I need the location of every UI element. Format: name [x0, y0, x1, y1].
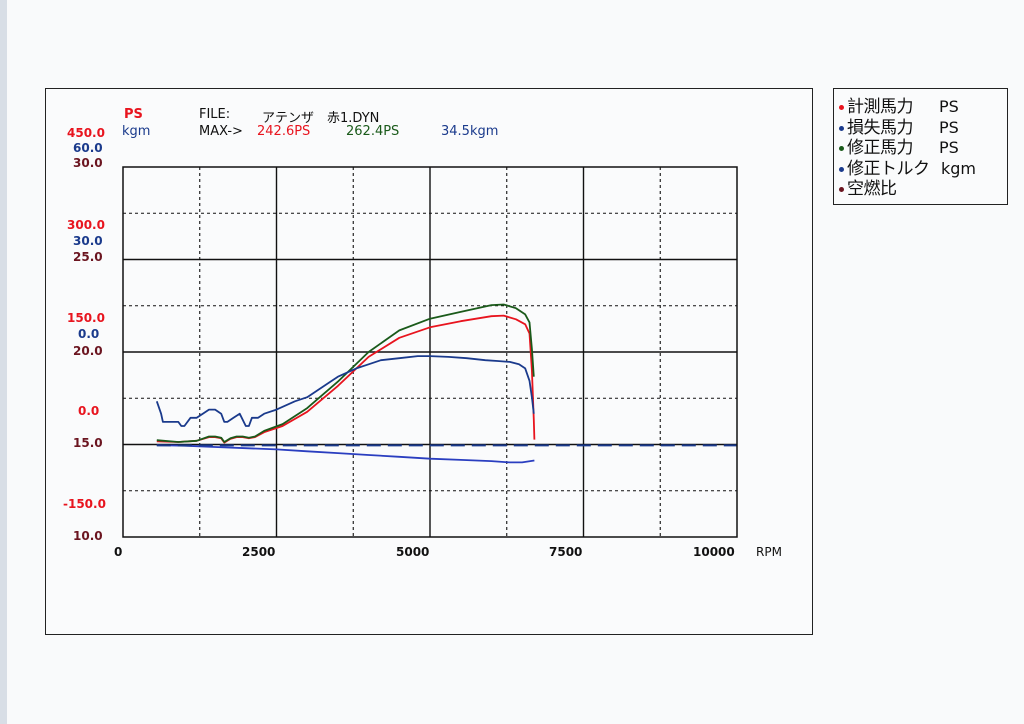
file-name: アテンザ 赤1.DYN	[262, 111, 380, 126]
x-tick-label: 10000	[693, 545, 735, 559]
max-corrected-ps: 262.4PS	[346, 124, 400, 139]
ps-tick-label: 450.0	[67, 126, 105, 140]
ps-tick-label: 300.0	[67, 218, 105, 232]
legend-item-measured-power: 計測馬力 PS	[834, 97, 1007, 117]
x-tick-label: 5000	[396, 545, 430, 559]
legend-unit: PS	[939, 118, 959, 137]
x-axis-label: RPM	[756, 545, 782, 559]
loss-power-line	[156, 444, 535, 464]
legend-dot	[839, 187, 844, 192]
legend-label: 修正馬力	[847, 138, 914, 158]
measured-power-line	[156, 314, 536, 444]
legend-dot	[839, 146, 844, 151]
legend-label: 損失馬力	[847, 118, 914, 138]
max-measured-ps: 242.6PS	[257, 124, 311, 139]
legend-label: 修正トルク	[847, 159, 930, 179]
kgm-tick-label: 60.0	[73, 141, 103, 155]
ps-tick-label: 0.0	[78, 404, 100, 418]
kgm-tick-label: 30.0	[73, 234, 103, 248]
legend-dot	[839, 126, 844, 131]
plot-border	[122, 166, 738, 538]
x-tick-label: 7500	[549, 545, 583, 559]
legend-item-corrected-torque: 修正トルク kgm	[834, 159, 1007, 179]
legend-label: 計測馬力	[847, 97, 914, 117]
legend-unit: PS	[939, 97, 959, 116]
kgm-tick-label: 0.0	[78, 327, 100, 341]
afr-tick-label: 20.0	[73, 344, 103, 358]
afr-tick-label: 15.0	[73, 436, 103, 450]
ps-tick-label: 150.0	[67, 311, 105, 325]
grid	[123, 167, 737, 537]
x-tick-label: 2500	[242, 545, 276, 559]
legend-unit: PS	[939, 138, 959, 157]
x-tick-label: 0	[114, 545, 123, 559]
legend: 計測馬力 PS 損失馬力 PS 修正馬力 PS 修正トルク kgm 空燃比	[833, 88, 1008, 205]
ps-tick-label: -150.0	[63, 497, 106, 511]
chart-frame	[45, 88, 813, 635]
scan-edge	[0, 0, 7, 724]
legend-item-corrected-power: 修正馬力 PS	[834, 138, 1007, 158]
series-layer	[155, 303, 737, 464]
afr-tick-label: 25.0	[73, 250, 103, 264]
kgm-axis-header: kgm	[122, 124, 151, 139]
afr-tick-label: 10.0	[73, 529, 103, 543]
max-label: MAX->	[199, 124, 243, 139]
max-torque: 34.5kgm	[441, 124, 499, 139]
legend-item-loss-power: 損失馬力 PS	[834, 118, 1007, 138]
afr-tick-label: 30.0	[73, 156, 103, 170]
file-label: FILE:	[199, 107, 231, 122]
ps-axis-header: PS	[124, 107, 143, 122]
corrected-torque-line	[155, 355, 535, 427]
legend-unit: kgm	[941, 159, 977, 178]
legend-label: 空燃比	[847, 179, 897, 199]
corrected-power-line	[156, 303, 535, 443]
legend-dot	[839, 167, 844, 172]
legend-item-air-fuel-ratio: 空燃比	[834, 179, 1007, 199]
legend-dot	[839, 105, 844, 110]
